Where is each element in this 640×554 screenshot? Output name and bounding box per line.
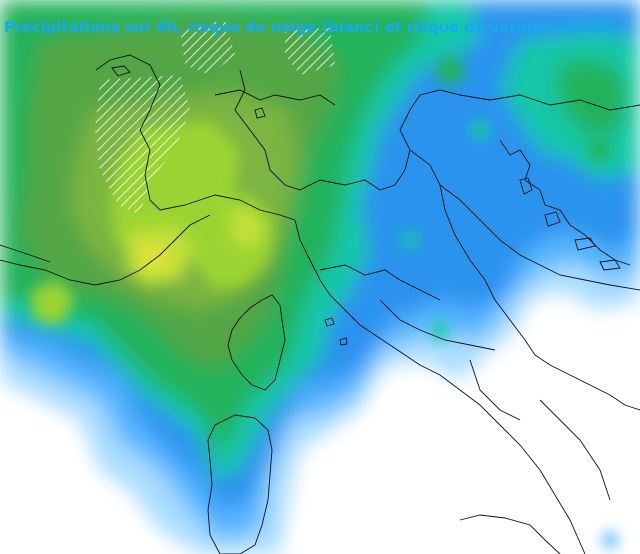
snow-risk-hatch [95,20,335,215]
border-lines [0,54,640,554]
map-title: Précipitations sur 6h, risque de neige (… [4,18,616,36]
